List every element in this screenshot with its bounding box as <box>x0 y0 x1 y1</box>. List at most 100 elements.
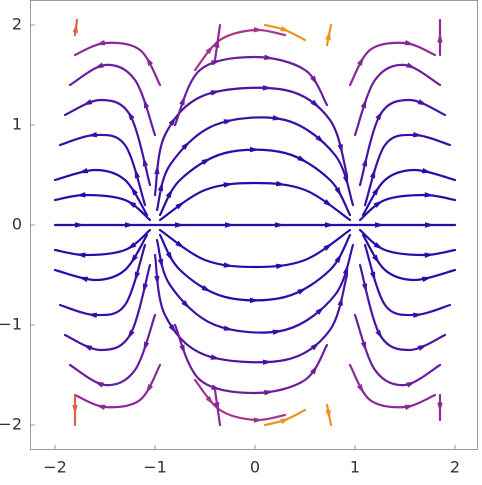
arrowhead <box>154 275 160 286</box>
arrowhead <box>424 252 435 258</box>
arrowhead <box>145 384 154 394</box>
arrowhead <box>372 186 380 196</box>
arrowhead <box>72 22 79 33</box>
arrowhead <box>157 181 164 192</box>
arrowhead <box>250 297 260 304</box>
arrowhead <box>406 62 416 69</box>
arrowhead <box>342 264 349 275</box>
streamline <box>58 133 147 207</box>
x-tick-label: −2 <box>43 458 67 477</box>
streamline <box>53 168 149 217</box>
arrowhead <box>310 75 318 86</box>
arrowhead <box>337 296 343 306</box>
arrowhead <box>168 324 177 334</box>
arrowhead <box>315 135 325 144</box>
streamline <box>158 181 352 222</box>
streamline <box>348 363 437 409</box>
arrowhead <box>95 404 106 410</box>
streamline <box>53 233 149 282</box>
arrowhead <box>175 222 185 228</box>
arrowhead <box>175 201 185 210</box>
arrowhead <box>369 168 376 179</box>
arrowhead <box>181 299 191 309</box>
arrowhead <box>412 312 423 319</box>
arrowhead <box>412 131 423 138</box>
arrowhead <box>214 402 220 413</box>
arrowhead <box>334 253 342 264</box>
arrowhead <box>82 344 93 351</box>
arrowhead <box>179 95 186 106</box>
arrowhead <box>424 192 435 198</box>
arrowhead <box>94 62 104 69</box>
arrowhead <box>181 141 191 151</box>
arrowhead <box>127 329 135 340</box>
arrowhead <box>205 395 214 405</box>
arrowhead <box>315 306 325 315</box>
arrowhead <box>223 119 234 125</box>
arrowhead <box>165 188 173 199</box>
streamline <box>63 263 152 352</box>
streamline <box>63 98 152 187</box>
arrowhead <box>210 354 221 360</box>
arrowhead <box>425 222 435 228</box>
arrowhead <box>78 276 89 282</box>
streamline <box>153 86 349 197</box>
arrowhead <box>223 262 234 268</box>
streamline <box>361 168 457 217</box>
arrowhead <box>223 182 234 188</box>
arrowhead <box>375 329 383 340</box>
streamline <box>53 193 152 222</box>
arrowhead <box>361 283 368 294</box>
arrowhead <box>310 364 318 375</box>
streamline <box>193 28 287 72</box>
arrowhead <box>280 25 291 33</box>
arrowhead <box>372 254 380 264</box>
arrowhead <box>145 56 154 66</box>
arrowhead <box>334 186 342 197</box>
arrowhead <box>223 325 234 331</box>
arrowhead <box>127 110 135 121</box>
y-tick-label: 0 <box>12 215 22 234</box>
x-tick-label: 1 <box>350 458 360 477</box>
arrowhead <box>360 341 367 352</box>
arrowhead <box>275 222 285 228</box>
arrowhead <box>342 175 349 186</box>
arrowhead <box>323 199 333 207</box>
arrowhead <box>360 98 367 109</box>
arrowhead <box>165 251 173 262</box>
arrowhead <box>361 156 368 167</box>
arrowhead <box>373 242 384 250</box>
arrowhead <box>263 54 274 61</box>
streamline <box>53 228 152 257</box>
arrowhead <box>373 200 384 208</box>
arrowhead <box>337 144 343 154</box>
y-tick-label: −2 <box>0 415 22 434</box>
streamline <box>353 313 442 387</box>
arrowhead <box>82 99 93 106</box>
x-tick-label: 2 <box>450 458 460 477</box>
arrowhead <box>275 263 286 269</box>
arrowhead <box>375 110 383 121</box>
streamline <box>358 228 457 257</box>
arrowhead <box>325 30 331 41</box>
streamline <box>358 193 457 222</box>
arrowhead <box>272 329 283 335</box>
streamline <box>68 313 157 387</box>
arrowhead <box>201 285 212 293</box>
arrowhead <box>325 222 335 228</box>
arrowhead <box>417 344 428 351</box>
arrowhead <box>225 222 235 228</box>
arrowhead <box>175 240 185 249</box>
arrowhead <box>126 242 137 250</box>
arrowhead <box>263 389 274 396</box>
arrowhead <box>323 243 333 251</box>
arrowhead <box>157 258 164 269</box>
arrowhead <box>211 60 221 66</box>
streamline <box>361 233 457 282</box>
streamline <box>153 253 349 364</box>
arrowhead <box>280 417 291 425</box>
streamline <box>68 63 157 137</box>
y-tick-label: −1 <box>0 315 22 334</box>
arrowhead <box>421 168 432 174</box>
